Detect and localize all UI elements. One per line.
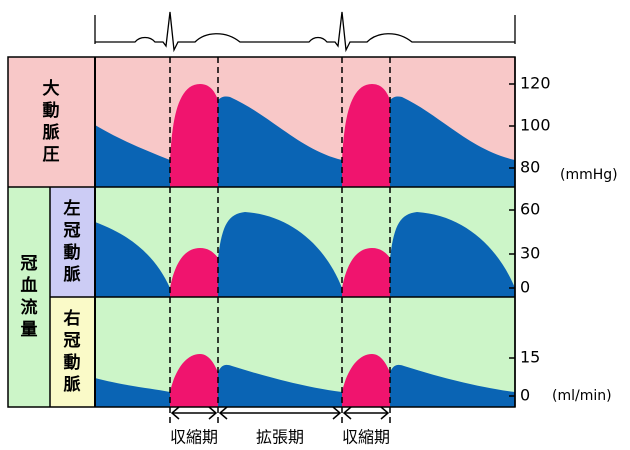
aortic-wave [95,84,515,187]
tick-label: 15 [520,348,540,367]
left-coronary-wave [95,212,515,297]
phase-label: 拡張期 [256,428,304,447]
right-label-bg [50,297,95,407]
unit-label: (ml/min) [552,388,612,404]
tick-label: 0 [520,278,530,297]
panel-label: 右冠動脈 [64,308,81,395]
panel-label: 大動脈圧 [43,78,60,165]
tick-label: 60 [520,200,540,219]
phase-label: 収縮期 [170,428,218,447]
group-label: 冠血流量 [21,254,38,340]
phase-arrows [170,406,390,420]
tick-label: 120 [520,74,551,93]
tick-label: 100 [520,116,551,135]
tick-label: 80 [520,158,540,177]
ecg [94,11,516,53]
left-label-bg [50,187,95,297]
unit-label: (mmHg) [560,167,618,183]
phase-lines [169,57,391,425]
panel-label: 左冠動脈 [64,198,81,285]
phase-label: 収縮期 [342,428,390,447]
tick-label: 0 [520,386,530,405]
right-coronary-wave [95,354,515,407]
axis-ticks [509,83,515,397]
tick-label: 30 [520,244,540,263]
